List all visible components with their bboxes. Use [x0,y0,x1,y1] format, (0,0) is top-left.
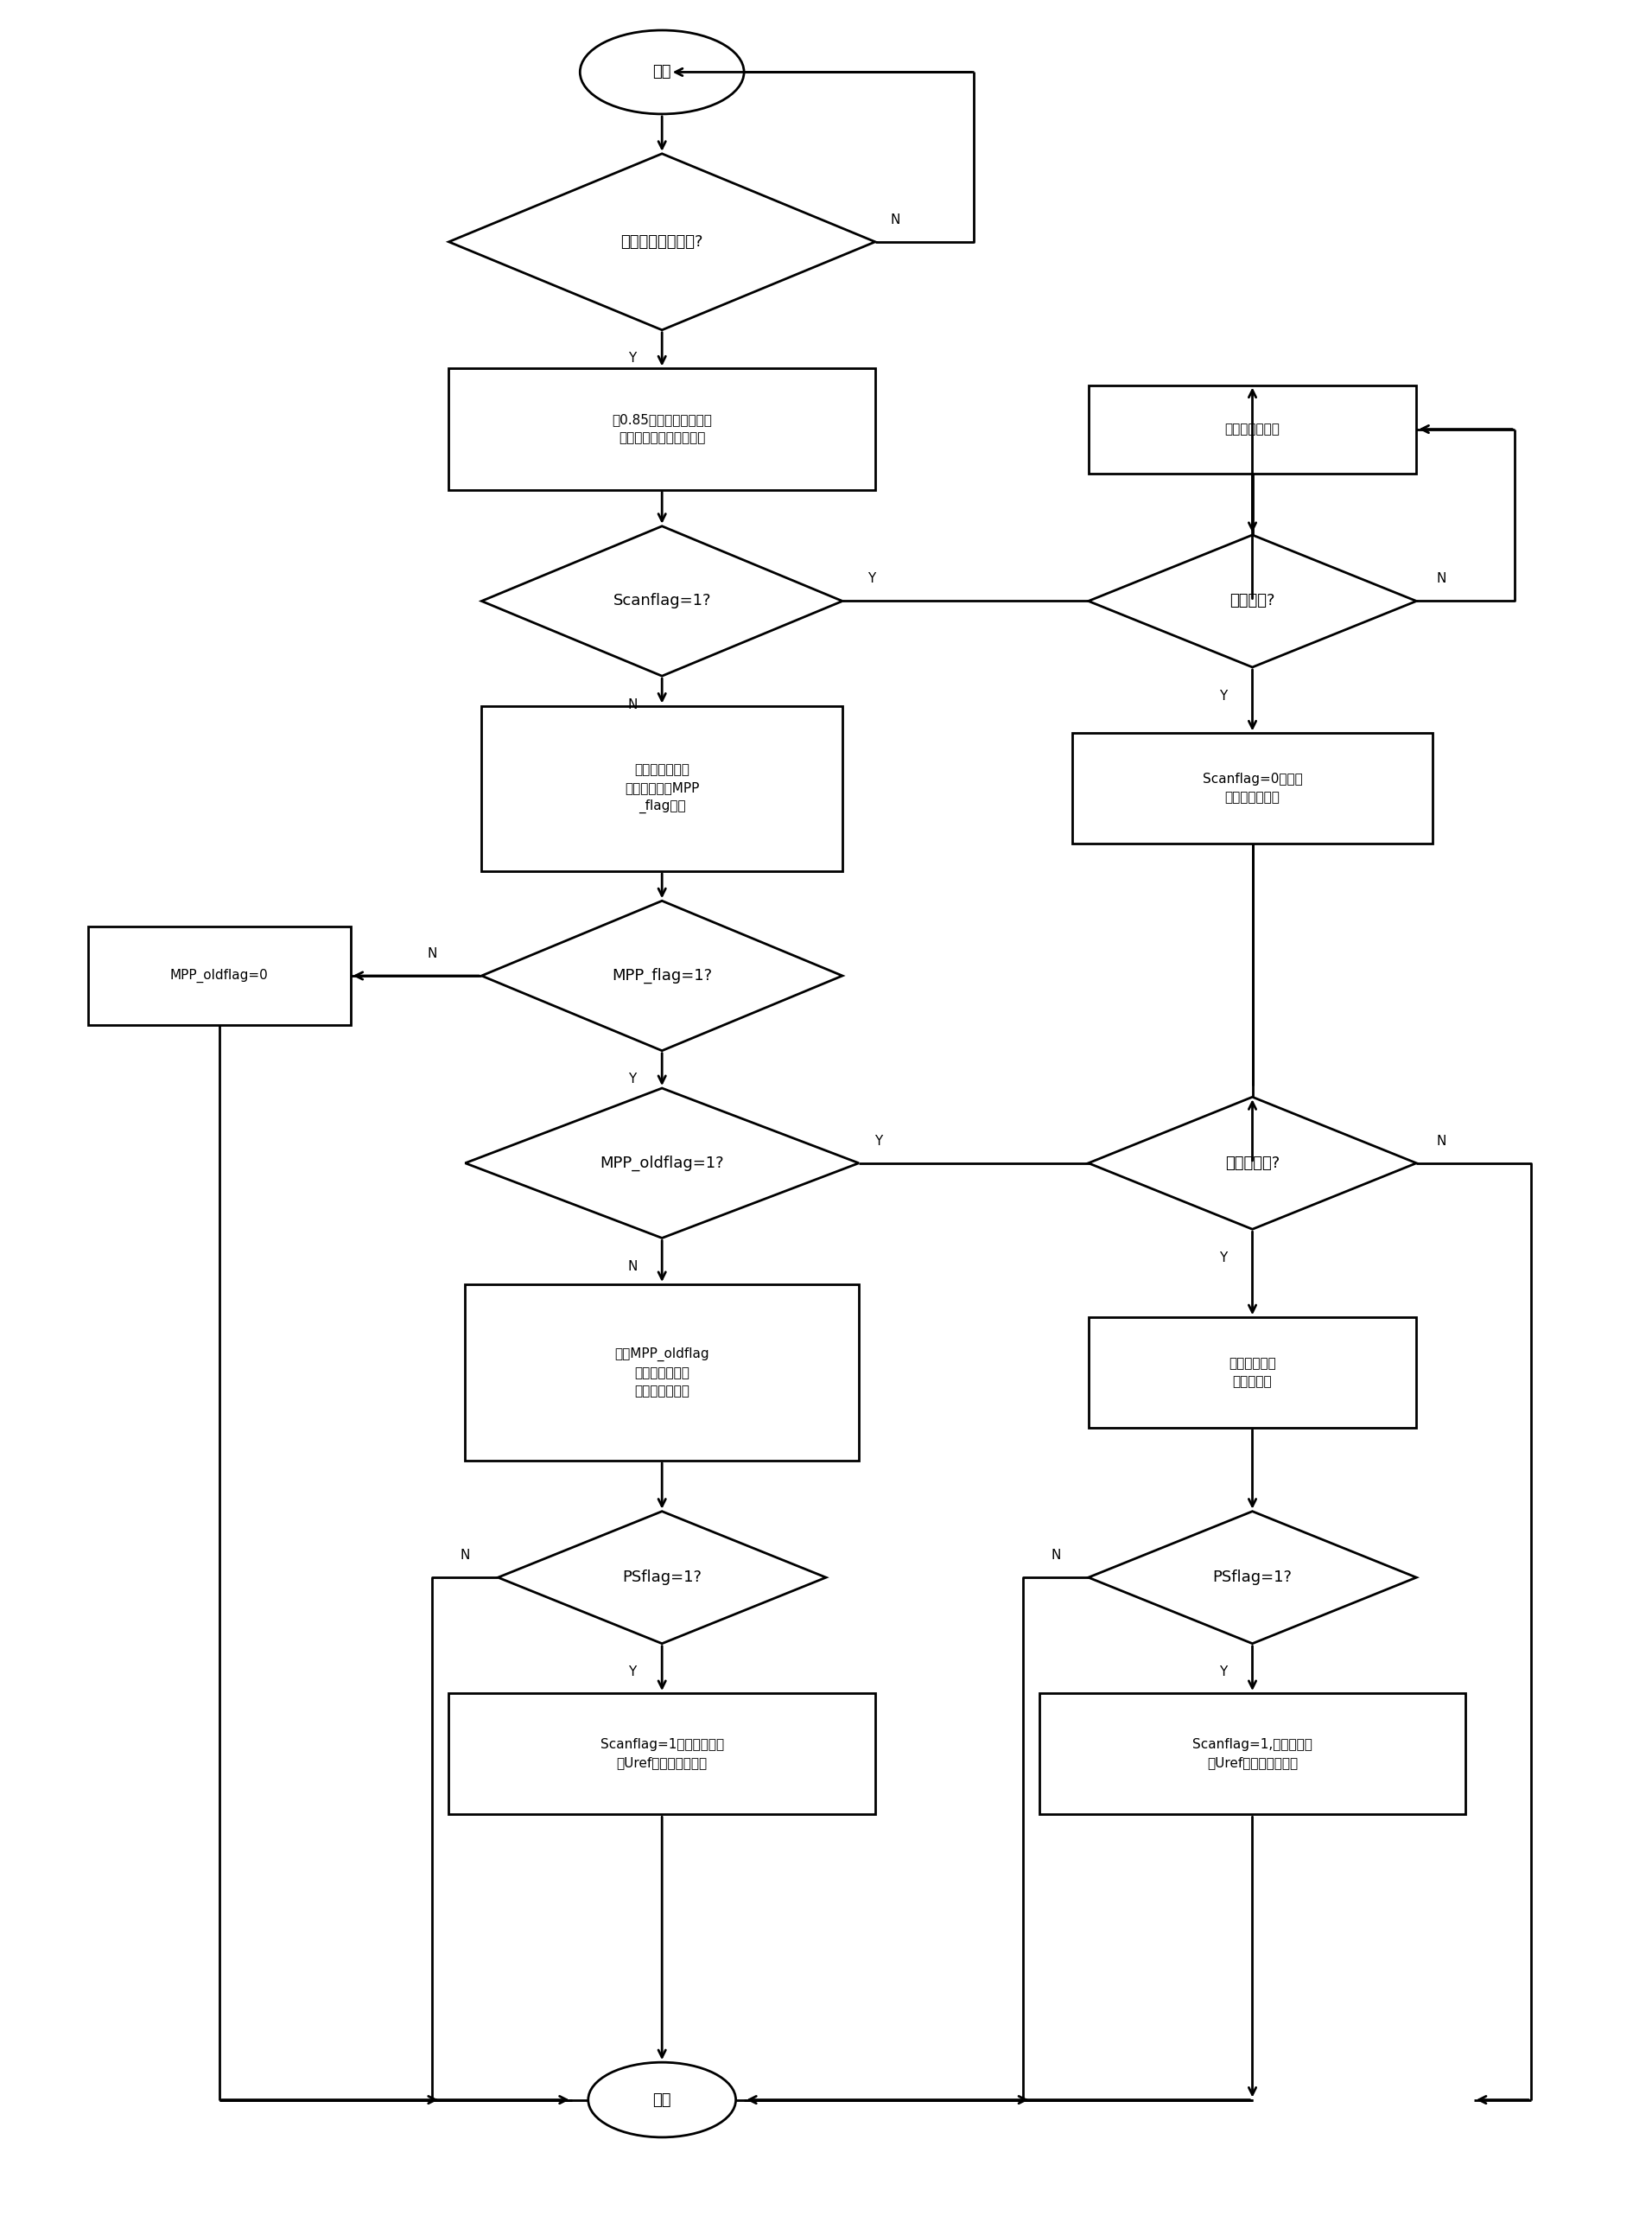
Text: PSflag=1?: PSflag=1? [1213,1569,1292,1584]
Text: 扫描结束?: 扫描结束? [1229,594,1275,609]
FancyBboxPatch shape [88,926,350,1026]
FancyBboxPatch shape [466,1285,859,1460]
Text: 调用局部阴影
识别子程序: 调用局部阴影 识别子程序 [1229,1356,1275,1387]
Text: Y: Y [1219,1252,1227,1265]
Polygon shape [449,153,876,330]
Ellipse shape [580,31,743,113]
Text: 处于并网发电状态?: 处于并网发电状态? [621,235,704,250]
Text: 计时时间到?: 计时时间到? [1226,1155,1280,1170]
Text: Y: Y [628,1073,636,1086]
Text: N: N [890,213,900,226]
Text: N: N [1051,1549,1061,1562]
FancyBboxPatch shape [449,368,876,490]
Text: Scanflag=1，光伏参考电
压Uref为扫描起始电压: Scanflag=1，光伏参考电 压Uref为扫描起始电压 [600,1737,724,1768]
Text: N: N [628,698,638,711]
Text: 开始: 开始 [653,64,671,80]
Text: N: N [428,946,438,960]
Text: Scanflag=0，锁定
全局最大功率点: Scanflag=0，锁定 全局最大功率点 [1203,773,1302,804]
Text: 置位MPP_oldflag
标志并调用局部
阴影识别子程序: 置位MPP_oldflag 标志并调用局部 阴影识别子程序 [615,1347,709,1398]
Text: PSflag=1?: PSflag=1? [623,1569,702,1584]
Text: Y: Y [1219,689,1227,702]
Text: MPP_flag=1?: MPP_flag=1? [611,968,712,984]
Text: Scanflag=1?: Scanflag=1? [613,594,710,609]
FancyBboxPatch shape [1089,1316,1416,1427]
Text: N: N [1436,1135,1446,1148]
Text: MPP_oldflag=1?: MPP_oldflag=1? [600,1155,724,1170]
Polygon shape [482,902,843,1050]
Text: N: N [461,1549,471,1562]
FancyBboxPatch shape [1072,733,1432,844]
Polygon shape [482,525,843,676]
Text: Y: Y [628,352,636,366]
Text: 返回: 返回 [653,2092,671,2107]
Polygon shape [1089,1511,1416,1644]
FancyBboxPatch shape [1039,1693,1465,1815]
Text: Y: Y [1219,1666,1227,1680]
Text: 调用扫描子程序: 调用扫描子程序 [1224,423,1280,437]
Polygon shape [1089,1097,1416,1230]
Text: 调用变步长搜索
子程序并刷新MPP
_flag标志: 调用变步长搜索 子程序并刷新MPP _flag标志 [624,762,699,813]
Ellipse shape [588,2063,735,2136]
Text: N: N [1436,572,1446,585]
Text: 以0.85倍光伏阵列开路电
压作为初始控制指令电压: 以0.85倍光伏阵列开路电 压作为初始控制指令电压 [611,414,712,445]
Polygon shape [497,1511,826,1644]
Text: MPP_oldflag=0: MPP_oldflag=0 [170,968,268,982]
Text: Y: Y [628,1666,636,1680]
FancyBboxPatch shape [449,1693,876,1815]
Text: Y: Y [867,572,876,585]
FancyBboxPatch shape [1089,386,1416,474]
Polygon shape [1089,534,1416,667]
Text: N: N [628,1261,638,1274]
FancyBboxPatch shape [482,705,843,871]
Text: Y: Y [874,1135,882,1148]
Polygon shape [466,1088,859,1239]
Text: Scanflag=1,光伏参考电
压Uref为扫描起始电压: Scanflag=1,光伏参考电 压Uref为扫描起始电压 [1193,1737,1312,1768]
